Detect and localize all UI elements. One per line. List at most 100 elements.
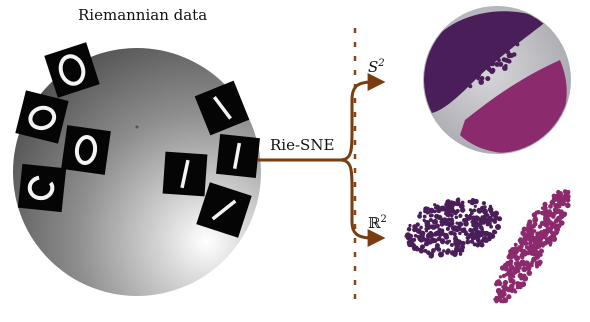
digit-tile-one-1 (194, 80, 250, 136)
embedding-point (442, 249, 446, 253)
arrow-to-plane (339, 158, 386, 247)
embedding-point (548, 204, 553, 209)
embedding-point (532, 229, 537, 233)
embedding-point (486, 129, 492, 134)
embedding-point (475, 69, 482, 75)
embedding-point (512, 254, 518, 259)
embedding-point (450, 42, 455, 47)
embedding-point (444, 59, 451, 66)
sphere-target-label: S2 (368, 58, 385, 76)
embedding-point (465, 69, 471, 75)
embedding-point (458, 203, 465, 210)
embedding-point (422, 218, 426, 222)
embedding-point (493, 30, 498, 35)
embedding-point (474, 221, 480, 228)
embedding-point (526, 270, 533, 276)
embedding-point (499, 37, 504, 43)
embedding-point (484, 52, 489, 57)
embedding-point (480, 227, 485, 232)
embedding-point (531, 257, 537, 263)
embedding-point (487, 206, 494, 213)
embedding-point (419, 225, 423, 230)
embedding-point (478, 231, 485, 238)
embedding-point (551, 193, 557, 199)
embedding-point (439, 70, 446, 77)
embedding-point (509, 99, 516, 106)
embedding-point (456, 197, 461, 201)
embedding-point (482, 208, 488, 215)
embedding-point (551, 236, 558, 242)
embedding-point (434, 246, 439, 251)
embedding-point (529, 237, 535, 243)
embedding-point (449, 207, 455, 213)
embedding-point (538, 241, 545, 247)
embedding-point (491, 130, 495, 135)
embedding-point (530, 85, 534, 89)
embedding-point (495, 115, 501, 121)
embedding-point (493, 230, 498, 235)
embedding-point (413, 234, 418, 238)
embedding-point (509, 53, 514, 58)
embedding-point (532, 222, 537, 227)
embedding-point (459, 45, 465, 50)
embedding-point (524, 126, 529, 131)
arrow-to-sphere (339, 73, 386, 162)
embedding-point (542, 230, 547, 235)
embedding-point (447, 221, 453, 228)
embedding-point (447, 46, 451, 51)
embedding-point (478, 47, 482, 52)
embedding-point (440, 238, 445, 243)
embedding-point (483, 33, 488, 39)
embedding-point (486, 133, 492, 139)
embedding-point (502, 109, 508, 115)
embedding-point (456, 37, 460, 42)
embedding-point (520, 230, 526, 236)
embedding-point (417, 213, 422, 219)
embedding-point (557, 195, 562, 200)
embedding-point (518, 131, 523, 136)
embedding-point (480, 39, 485, 44)
embedding-point (430, 234, 434, 238)
embedding-point (476, 39, 481, 44)
embedding-point (565, 202, 571, 209)
embedding-point (442, 64, 448, 70)
embedding-point (486, 66, 492, 71)
embedding-point (550, 104, 554, 109)
embedding-point (466, 214, 472, 221)
embedding-point (553, 97, 560, 104)
embedding-point (499, 49, 504, 54)
embedding-point (417, 236, 423, 242)
embedding-point (428, 207, 435, 214)
embedding-point (498, 43, 505, 50)
embedding-point (490, 106, 496, 112)
embedding-point (434, 204, 440, 210)
embedding-point (478, 128, 483, 133)
embedding-point (563, 192, 569, 197)
embedding-point (504, 45, 510, 52)
embedding-point (565, 197, 571, 203)
embedding-point (552, 89, 559, 96)
embedding-point (425, 210, 430, 215)
embedding-point (445, 226, 450, 231)
embedding-point (557, 200, 562, 206)
embedding-point (457, 76, 464, 83)
embedding-point (447, 75, 453, 82)
embedding-point (426, 250, 431, 255)
embedding-point (408, 223, 412, 228)
embedding-point (529, 245, 533, 250)
embedding-point (485, 38, 489, 42)
embedding-point (517, 272, 524, 279)
embedding-point (471, 209, 475, 213)
embedding-point (452, 251, 458, 257)
embedding-point (495, 224, 501, 230)
embedding-point (481, 119, 487, 125)
embedding-point (427, 239, 433, 245)
embedding-point (500, 121, 506, 127)
embedding-point (537, 259, 543, 265)
embedding-point (493, 110, 499, 116)
embedding-point (478, 31, 483, 36)
embedding-point (465, 239, 471, 245)
riemannian-sphere (13, 48, 261, 296)
embedding-point (514, 131, 520, 136)
embedding-point (533, 215, 538, 221)
